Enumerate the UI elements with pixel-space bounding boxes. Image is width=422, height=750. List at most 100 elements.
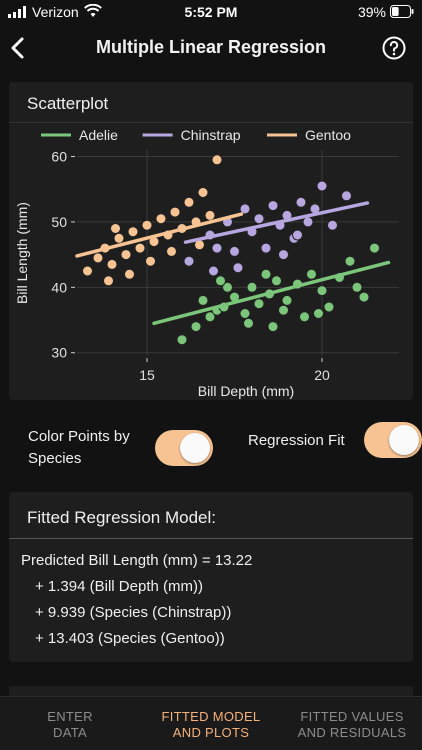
fitted-model-title: Fitted Regression Model: xyxy=(27,508,216,527)
data-point xyxy=(260,242,272,254)
data-point xyxy=(211,242,223,254)
data-point xyxy=(351,281,363,293)
carrier-name: Verizon xyxy=(32,4,79,20)
data-point xyxy=(239,308,251,319)
data-point xyxy=(183,255,195,267)
data-point xyxy=(267,321,279,333)
color-points-switch[interactable] xyxy=(155,430,213,466)
data-point xyxy=(243,317,254,329)
data-point xyxy=(211,154,223,166)
switch-knob xyxy=(180,433,210,463)
y-axis-label: Bill Length (mm) xyxy=(14,202,30,304)
data-point xyxy=(313,308,324,319)
data-point xyxy=(278,249,289,261)
scatterplot-card: Scatterplot Adelie Chinstrap Gentoo 30 40 50 6… xyxy=(9,82,413,400)
toggle-row: Color Points by Species Regression Fit xyxy=(0,420,422,480)
data-point xyxy=(358,291,370,303)
card-divider xyxy=(9,122,413,123)
data-point xyxy=(323,301,335,313)
data-point xyxy=(197,294,209,306)
scatterplot-chart: Adelie Chinstrap Gentoo 30 40 50 60 15 20 Bill De… xyxy=(14,127,399,399)
data-point xyxy=(239,203,251,215)
scatterplot-title: Scatterplot xyxy=(27,94,109,113)
data-point xyxy=(253,298,265,310)
regression-line xyxy=(183,201,370,244)
battery-percentage: 39% xyxy=(357,4,386,20)
data-point xyxy=(113,232,125,244)
data-point xyxy=(215,275,226,287)
regression-fit-switch[interactable] xyxy=(364,422,422,458)
y-tick-label: 50 xyxy=(51,214,67,230)
x-tick-label: 15 xyxy=(139,367,155,383)
data-point xyxy=(110,223,121,234)
data-point xyxy=(82,265,93,277)
data-point xyxy=(124,268,135,280)
data-point xyxy=(92,252,104,264)
data-point xyxy=(141,219,153,231)
y-tick-label: 40 xyxy=(51,279,67,295)
data-point xyxy=(183,196,195,208)
regression-line xyxy=(75,212,244,258)
data-point xyxy=(166,245,177,257)
tab-fitted-model-and-plots[interactable]: FITTED MODEL AND PLOTS xyxy=(161,709,261,740)
data-point xyxy=(299,311,310,323)
data-point xyxy=(204,311,216,323)
data-point xyxy=(134,242,146,254)
tab-fitted-values-and-residuals[interactable]: FITTED VALUES AND RESIDUALS xyxy=(297,709,407,740)
bottom-tab-bar: ENTER DATA FITTED MODEL AND PLOTS FITTED… xyxy=(0,696,422,750)
data-point xyxy=(208,265,219,277)
data-point xyxy=(292,229,303,241)
data-point xyxy=(229,245,240,257)
y-tick-label: 30 xyxy=(51,345,67,361)
data-point xyxy=(260,268,272,280)
data-point xyxy=(204,209,216,221)
data-point xyxy=(190,321,202,333)
data-point xyxy=(295,196,307,208)
data-point xyxy=(222,281,233,293)
tab-enter-data[interactable]: ENTER DATA xyxy=(47,709,93,740)
fitted-model-card: Fitted Regression Model: Predicted Bill … xyxy=(9,492,413,662)
data-point xyxy=(267,200,279,212)
regression-line xyxy=(152,260,391,326)
data-point xyxy=(169,206,181,218)
x-axis-label: Bill Depth (mm) xyxy=(198,383,294,399)
x-tick-label: 20 xyxy=(314,367,330,383)
card-divider xyxy=(9,538,413,539)
data-point xyxy=(341,190,352,202)
data-point xyxy=(155,213,167,225)
legend-label: Gentoo xyxy=(305,127,351,143)
model-equation-line: Predicted Bill Length (mm) = 13.22 xyxy=(21,552,253,569)
y-tick-label: 60 xyxy=(51,149,67,165)
legend-label: Adelie xyxy=(79,127,118,143)
clock: 5:52 PM xyxy=(184,4,238,20)
page-title: Multiple Linear Regression xyxy=(95,37,327,57)
data-point xyxy=(120,249,132,261)
data-point xyxy=(316,180,328,192)
data-point xyxy=(253,213,265,225)
model-equation-line: + 9.939 (Species (Chinstrap)) xyxy=(35,604,232,621)
data-point xyxy=(176,334,188,346)
battery-icon xyxy=(390,5,414,18)
legend-label: Chinstrap xyxy=(181,127,241,143)
data-point xyxy=(271,275,282,287)
data-point xyxy=(197,187,209,198)
help-icon[interactable] xyxy=(382,36,406,60)
wifi-icon xyxy=(84,4,102,17)
color-points-label: Color Points by Species xyxy=(28,428,130,467)
data-point xyxy=(246,281,258,293)
status-bar: Verizon 5:52 PM 39% xyxy=(0,0,422,24)
signal-icon xyxy=(8,6,26,18)
navigation-bar: Multiple Linear Regression xyxy=(0,24,422,74)
model-equation-line: + 13.403 (Species (Gentoo)) xyxy=(35,630,225,647)
data-point xyxy=(103,275,114,287)
data-point xyxy=(232,262,244,274)
regression-fit-label: Regression Fit xyxy=(248,432,345,449)
data-point xyxy=(127,226,139,238)
back-chevron-icon[interactable] xyxy=(8,36,28,60)
data-point xyxy=(327,219,338,231)
data-point xyxy=(278,304,289,316)
data-point xyxy=(316,285,328,297)
data-point xyxy=(145,255,156,267)
data-point xyxy=(281,294,293,306)
switch-knob xyxy=(389,425,419,455)
